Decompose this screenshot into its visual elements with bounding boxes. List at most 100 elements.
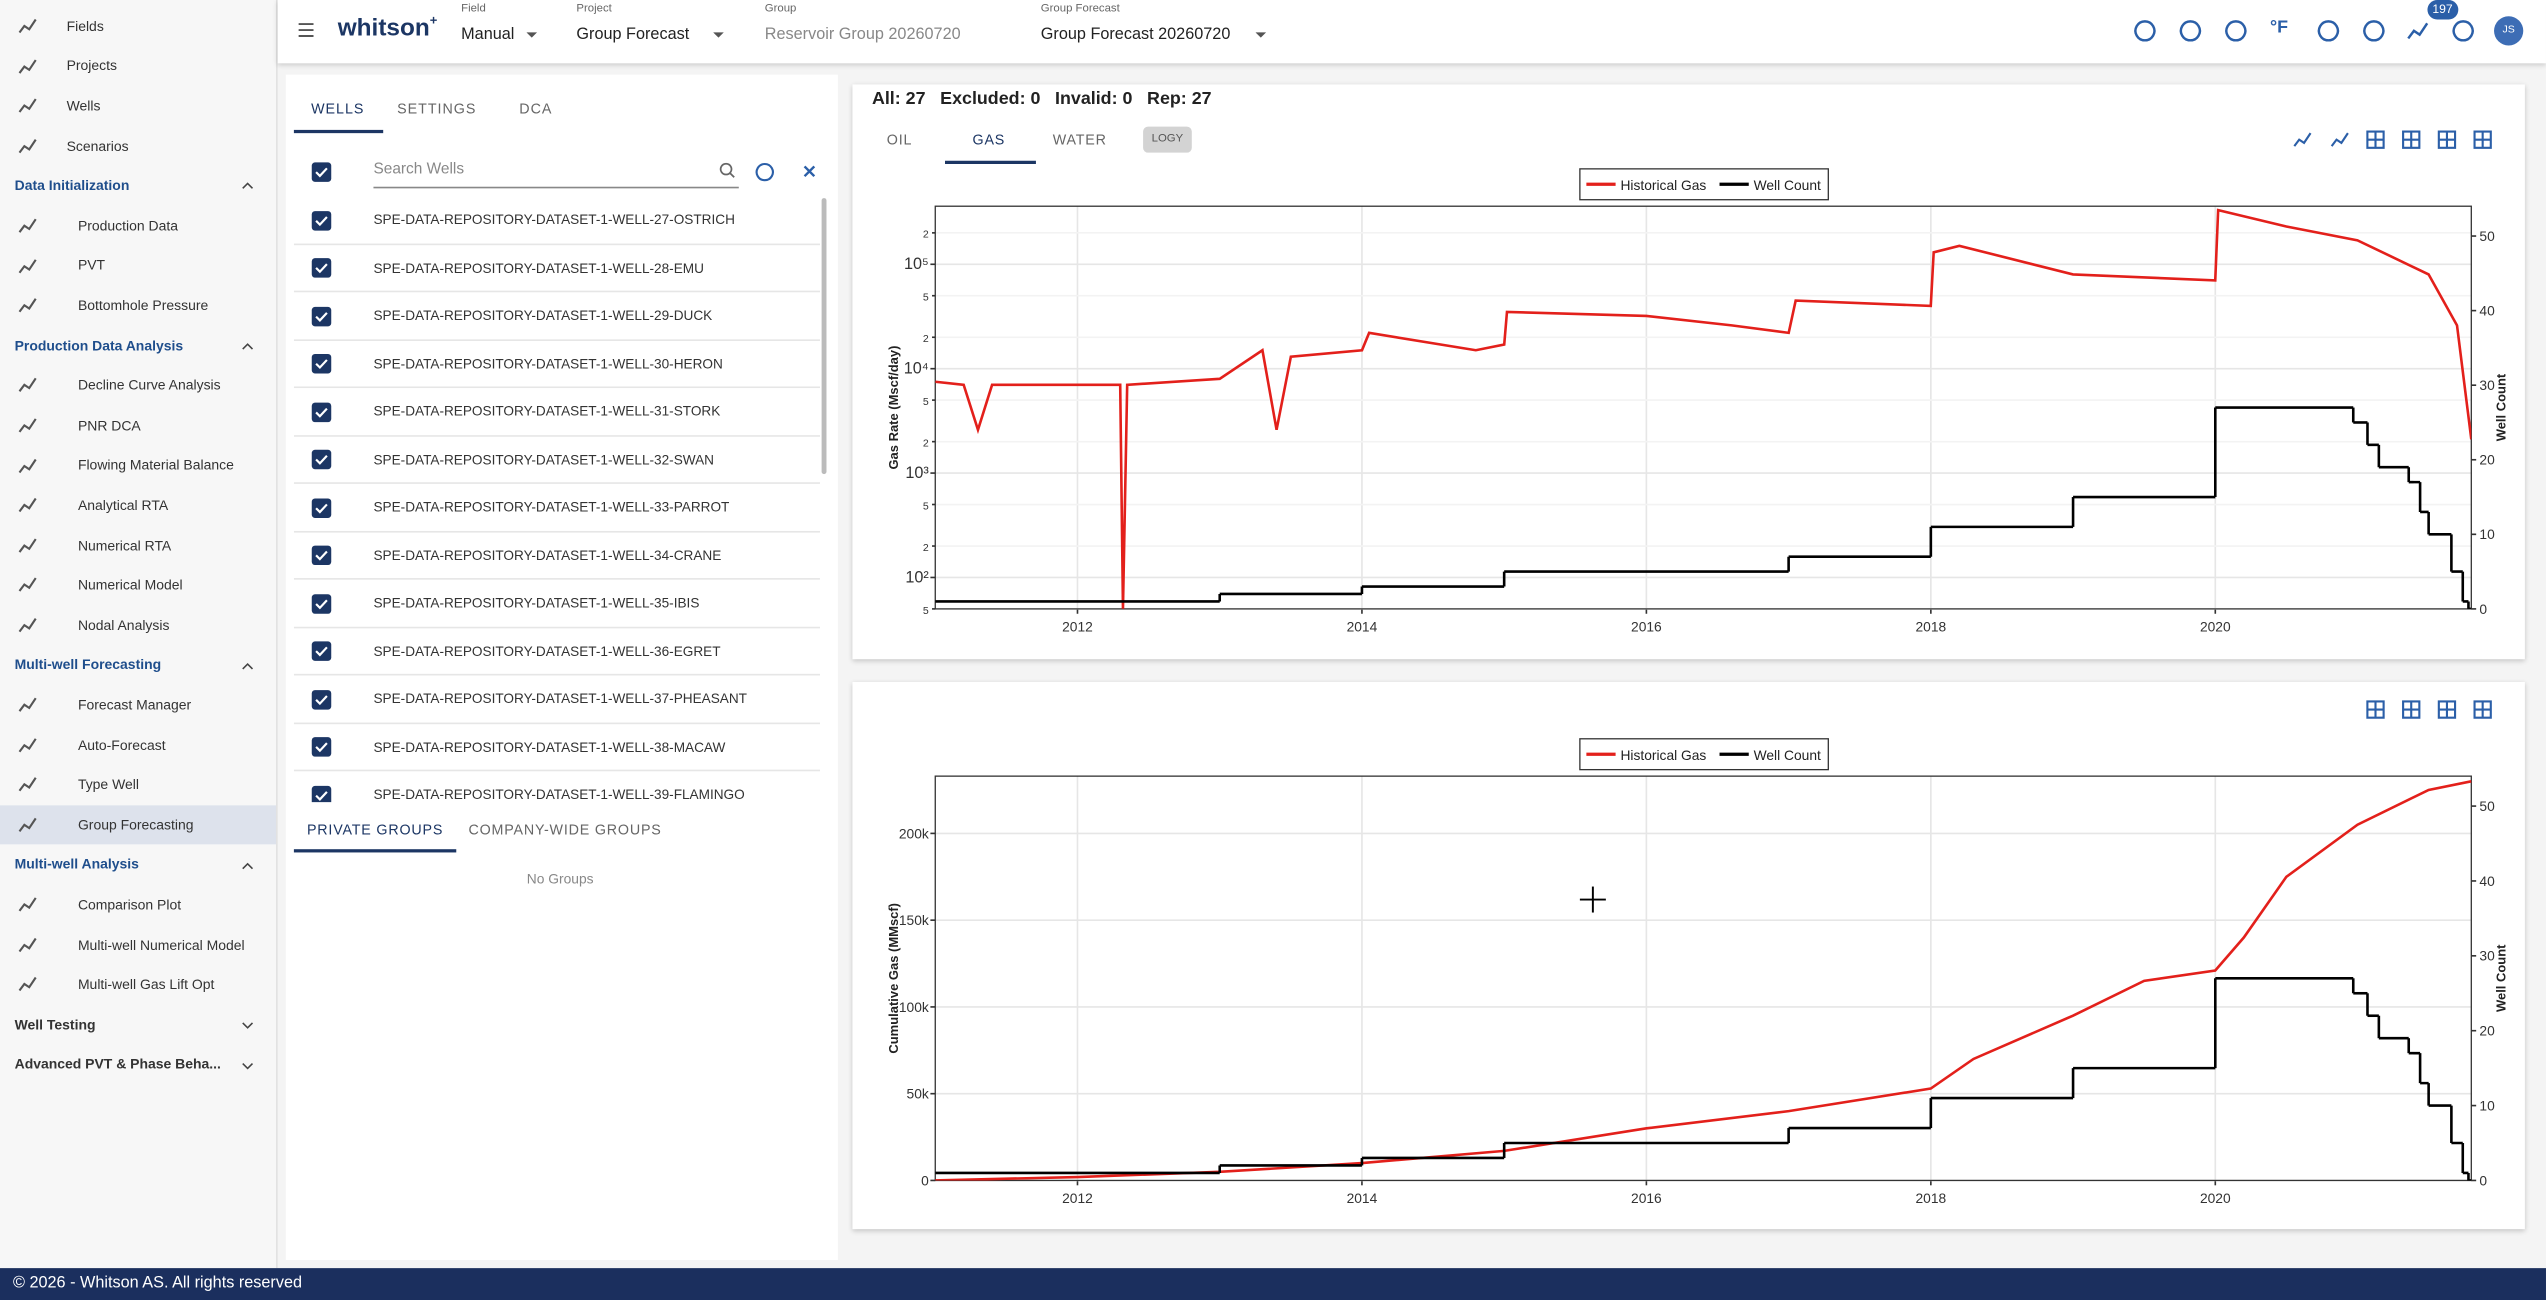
scrollbar — [821, 198, 827, 475]
well-checkbox[interactable] — [311, 258, 332, 279]
toolbar-button[interactable] — [2330, 130, 2349, 149]
well-row[interactable]: SPE-DATA-REPOSITORY-DATASET-1-WELL-34-CR… — [293, 532, 820, 581]
well-checkbox[interactable] — [311, 785, 332, 803]
well-checkbox[interactable] — [311, 690, 332, 710]
toolbar-button[interactable] — [2366, 700, 2385, 719]
well-checkbox[interactable] — [311, 402, 332, 423]
well-checkbox[interactable] — [311, 546, 332, 566]
nav-item[interactable]: Type Well — [0, 765, 276, 805]
toolbar-button[interactable] — [2401, 700, 2421, 719]
nav-item[interactable]: Fields — [0, 6, 276, 46]
well-checkbox[interactable] — [311, 498, 332, 518]
nav-item[interactable]: Analytical RTA — [0, 485, 276, 525]
toolbar-button[interactable] — [2293, 130, 2312, 149]
nav-icon — [18, 258, 37, 273]
group-tab[interactable]: PRIVATE GROUPS — [306, 821, 444, 838]
nav-item[interactable]: Bottomhole Pressure — [0, 286, 276, 326]
nav-item[interactable]: Projects — [0, 46, 276, 86]
toolbar-button[interactable] — [2473, 130, 2492, 149]
nav-item[interactable]: Multi-well Numerical Model — [0, 925, 276, 965]
header-icon[interactable] — [2317, 19, 2340, 42]
nav-item[interactable]: Flowing Material Balance — [0, 445, 276, 485]
header-icon[interactable] — [2179, 19, 2202, 42]
well-row[interactable]: SPE-DATA-REPOSITORY-DATASET-1-WELL-35-IB… — [293, 580, 820, 629]
legend-box — [1579, 738, 1829, 771]
plot-tab[interactable]: WATER — [1052, 131, 1107, 148]
plot-tab[interactable]: GAS — [972, 131, 1006, 148]
nav-item[interactable]: Nodal Analysis — [0, 605, 276, 645]
nav-label: Numerical RTA — [77, 536, 172, 553]
toolbar-button[interactable] — [2473, 700, 2492, 719]
nav-item[interactable]: Numerical Model — [0, 565, 276, 605]
nav-section[interactable]: Data Initialization — [0, 166, 276, 206]
header-icon[interactable] — [2224, 19, 2247, 42]
well-row[interactable]: SPE-DATA-REPOSITORY-DATASET-1-WELL-32-SW… — [293, 436, 820, 485]
icon-glyph — [2225, 20, 2247, 42]
nav-item[interactable]: Group Forecasting — [0, 804, 277, 845]
well-row[interactable]: SPE-DATA-REPOSITORY-DATASET-1-WELL-30-HE… — [293, 341, 820, 389]
nav-item[interactable]: Production Data — [0, 206, 276, 246]
nav-section[interactable]: Multi-well Analysis — [0, 845, 276, 885]
nav-section[interactable]: Advanced PVT & Phase Beha... — [0, 1045, 276, 1085]
header-value[interactable]: Group Forecast — [576, 25, 690, 44]
nav-item[interactable]: Comparison Plot — [0, 885, 276, 925]
header-icon[interactable] — [2406, 19, 2429, 42]
logy-chip[interactable]: LOGY — [1143, 126, 1192, 153]
well-row[interactable]: SPE-DATA-REPOSITORY-DATASET-1-WELL-38-MA… — [293, 724, 820, 772]
temp-unit[interactable]: °F — [2269, 17, 2289, 38]
toolbar-button[interactable] — [2366, 130, 2385, 149]
header-value[interactable]: Reservoir Group 20260720 — [764, 25, 961, 44]
nav-section[interactable]: Well Testing — [0, 1005, 276, 1045]
nav-item[interactable]: Multi-well Gas Lift Opt — [0, 965, 276, 1005]
check-mark — [315, 647, 328, 658]
well-row[interactable]: SPE-DATA-REPOSITORY-DATASET-1-WELL-31-ST… — [293, 389, 820, 437]
well-row[interactable]: SPE-DATA-REPOSITORY-DATASET-1-WELL-39-FL… — [294, 772, 820, 803]
header-value[interactable]: Group Forecast 20260720 — [1040, 25, 1231, 44]
toolbar-button[interactable] — [2437, 700, 2457, 719]
nav-section[interactable]: Production Data Analysis — [0, 326, 276, 366]
search-box[interactable]: Search Wells — [373, 156, 739, 189]
well-checkbox[interactable] — [311, 450, 332, 471]
check-mark — [315, 407, 328, 418]
well-checkbox[interactable] — [311, 737, 332, 758]
well-checkbox[interactable] — [311, 642, 332, 662]
nav-item[interactable]: Scenarios — [0, 126, 276, 166]
check-mark — [315, 216, 328, 227]
header-icon[interactable] — [2452, 19, 2475, 42]
well-row[interactable]: SPE-DATA-REPOSITORY-DATASET-1-WELL-27-OS… — [293, 197, 820, 245]
well-row[interactable]: SPE-DATA-REPOSITORY-DATASET-1-WELL-36-EG… — [293, 628, 820, 676]
header-value[interactable]: Manual — [461, 25, 515, 44]
nav-item[interactable]: Auto-Forecast — [0, 725, 276, 765]
toolbar-button[interactable] — [2437, 130, 2457, 149]
well-checkbox[interactable] — [311, 354, 332, 375]
select-all-checkbox[interactable] — [311, 162, 332, 182]
well-checkbox[interactable] — [311, 306, 332, 327]
well-row[interactable]: SPE-DATA-REPOSITORY-DATASET-1-WELL-29-DU… — [293, 293, 820, 341]
nav-item[interactable]: PVT — [0, 246, 276, 286]
group-tab[interactable]: COMPANY-WIDE GROUPS — [468, 821, 662, 838]
logo-sup: + — [429, 12, 438, 28]
y-tick-label: 150k — [899, 913, 929, 928]
nav-section[interactable]: Multi-well Forecasting — [0, 645, 276, 685]
nav-item[interactable]: PNR DCA — [0, 405, 276, 445]
panel-tab[interactable]: WELLS — [311, 100, 365, 117]
well-row[interactable]: SPE-DATA-REPOSITORY-DATASET-1-WELL-33-PA… — [293, 484, 820, 533]
plot-tab[interactable]: OIL — [886, 131, 913, 148]
avatar[interactable]: JS — [2494, 16, 2524, 46]
toolbar-icon — [2402, 130, 2421, 149]
series-line — [935, 780, 2472, 1181]
header-icon[interactable] — [2134, 19, 2157, 42]
nav-item[interactable]: Numerical RTA — [0, 525, 276, 565]
well-checkbox[interactable] — [311, 594, 332, 614]
panel-tab[interactable]: DCA — [519, 100, 553, 117]
header-icon[interactable] — [2363, 19, 2386, 42]
panel-tab[interactable]: SETTINGS — [397, 100, 477, 117]
well-row[interactable]: SPE-DATA-REPOSITORY-DATASET-1-WELL-37-PH… — [293, 676, 820, 724]
well-row[interactable]: SPE-DATA-REPOSITORY-DATASET-1-WELL-28-EM… — [293, 245, 820, 293]
nav-item[interactable]: Forecast Manager — [0, 685, 276, 725]
nav-item[interactable]: Wells — [0, 86, 276, 126]
well-checkbox[interactable] — [311, 211, 332, 231]
nav-item[interactable]: Decline Curve Analysis — [0, 365, 276, 405]
toolbar-button[interactable] — [2401, 130, 2421, 149]
summary-item: All: 27 — [871, 89, 926, 109]
